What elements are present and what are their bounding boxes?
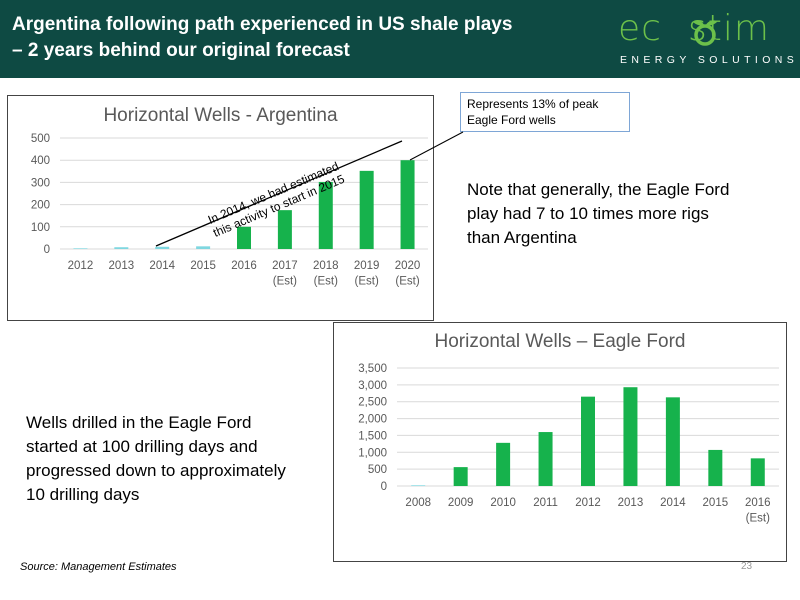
eagle-ford-x-tick-label: 2009 <box>448 497 474 509</box>
argentina-bar <box>277 210 292 249</box>
callout-line-1: Represents 13% of peak <box>467 97 599 111</box>
ecostim-logo: ec stim ENERGY SOLUTIONS <box>618 8 794 74</box>
note-argentina: Note that generally, the Eagle Ford play… <box>467 178 787 250</box>
note-argentina-line-3: than Argentina <box>467 228 577 247</box>
argentina-x-tick-label: 2013 <box>109 260 135 272</box>
eagle-ford-x-tick-label: 2014 <box>660 497 686 509</box>
note-eagle-ford-line-2: started at 100 drilling days and <box>26 437 258 456</box>
argentina-chart-plot: 0 100 200 300 400 500 2012 2013 2014 2015 2016 2017… <box>31 133 428 288</box>
argentina-y-tick-label: 400 <box>31 155 50 167</box>
argentina-bar <box>73 248 88 249</box>
argentina-x-tick-label: (Est) <box>314 276 338 288</box>
argentina-bar <box>237 226 251 249</box>
eagle-ford-x-tick-label: 2010 <box>490 497 516 509</box>
argentina-x-tick-label: 2014 <box>149 260 175 272</box>
argentina-chart-box: Horizontal Wells - Argentina 0 100 200 300 4… <box>7 95 434 321</box>
callout-line-2: Eagle Ford wells <box>467 113 556 127</box>
argentina-y-tick-label: 500 <box>31 133 50 145</box>
logo-word-left: ec <box>618 8 662 49</box>
eagle-ford-y-tick-label: 1,000 <box>358 447 387 459</box>
eagle-ford-y-tick-label: 1,500 <box>358 430 387 442</box>
eagle-ford-bar <box>453 467 468 486</box>
eagle-ford-bar <box>411 485 426 486</box>
argentina-x-tick-label: 2012 <box>68 260 94 272</box>
eagle-ford-chart-plot: 0 500 1,000 1,500 2,000 2,500 3,000 3,500 2008 20… <box>358 363 779 525</box>
argentina-y-tick-label: 200 <box>31 200 50 212</box>
eagle-ford-y-tick-label: 2,500 <box>358 397 387 409</box>
header-bar: Argentina following path experienced in … <box>0 0 800 78</box>
argentina-x-tick-label: 2020 <box>395 260 421 272</box>
eagle-ford-x-tick-label: 2008 <box>405 497 431 509</box>
argentina-chart-title: Horizontal Wells - Argentina <box>103 105 338 126</box>
eagle-ford-y-tick-label: 500 <box>368 464 387 476</box>
argentina-bar <box>359 170 374 249</box>
eagle-ford-chart-box: Horizontal Wells – Eagle Ford 0 500 1,000 1… <box>333 322 787 562</box>
argentina-x-tick-label: 2017 <box>272 260 298 272</box>
eagle-ford-y-tick-label: 2,000 <box>358 414 387 426</box>
eagle-ford-x-tick-label: 2015 <box>703 497 729 509</box>
page-number: 23 <box>741 561 753 572</box>
argentina-bar <box>196 246 211 249</box>
source-note: Source: Management Estimates <box>20 561 177 573</box>
eagle-ford-x-tick-label: 2013 <box>618 497 644 509</box>
argentina-x-tick-label: (Est) <box>273 276 297 288</box>
eagle-ford-chart-title: Horizontal Wells – Eagle Ford <box>434 331 686 352</box>
eagle-ford-bar <box>750 458 765 486</box>
eagle-ford-bar <box>581 396 595 486</box>
callout-box: Represents 13% of peak Eagle Ford wells <box>460 92 630 132</box>
title-line-1: Argentina following path experienced in … <box>12 14 513 35</box>
note-argentina-line-2: play had 7 to 10 times more rigs <box>467 204 709 223</box>
eagle-ford-bar <box>496 442 511 486</box>
note-eagle-ford-line-4: 10 drilling days <box>26 485 140 504</box>
leaf-icon <box>693 20 717 46</box>
argentina-x-tick-label: (Est) <box>355 276 379 288</box>
eagle-ford-y-tick-label: 3,000 <box>358 380 387 392</box>
argentina-bar <box>400 160 415 249</box>
note-eagle-ford: Wells drilled in the Eagle Ford started … <box>26 411 326 507</box>
argentina-x-tick-label: 2015 <box>190 260 216 272</box>
eagle-ford-bar <box>623 387 638 486</box>
logo-tagline: ENERGY SOLUTIONS <box>620 54 799 66</box>
eagle-ford-y-tick-label: 0 <box>381 481 387 493</box>
argentina-y-tick-label: 0 <box>44 244 50 256</box>
argentina-bar <box>318 181 333 249</box>
slide-title: Argentina following path experienced in … <box>12 12 572 64</box>
argentina-x-tick-label: 2016 <box>231 260 257 272</box>
argentina-x-tick-label: 2019 <box>354 260 380 272</box>
argentina-bar <box>114 247 129 249</box>
argentina-x-tick-label: 2018 <box>313 260 339 272</box>
eagle-ford-x-tick-label: (Est) <box>746 513 770 525</box>
title-line-2: – 2 years behind our original forecast <box>12 40 350 61</box>
note-argentina-line-1: Note that generally, the Eagle Ford <box>467 180 730 199</box>
eagle-ford-x-tick-label: 2016 <box>745 497 771 509</box>
argentina-x-tick-label: (Est) <box>395 276 419 288</box>
eagle-ford-x-tick-label: 2011 <box>533 497 558 509</box>
eagle-ford-bar <box>538 432 553 486</box>
note-eagle-ford-line-3: progressed down to approximately <box>26 461 286 480</box>
eagle-ford-x-tick-label: 2012 <box>575 497 601 509</box>
annotation-line <box>155 140 403 247</box>
eagle-ford-bar <box>708 449 723 486</box>
eagle-ford-y-tick-label: 3,500 <box>358 363 387 375</box>
argentina-y-tick-label: 300 <box>31 177 50 189</box>
argentina-bar <box>155 246 170 249</box>
argentina-y-tick-label: 100 <box>31 222 50 234</box>
eagle-ford-bar <box>665 397 680 486</box>
note-eagle-ford-line-1: Wells drilled in the Eagle Ford <box>26 413 252 432</box>
